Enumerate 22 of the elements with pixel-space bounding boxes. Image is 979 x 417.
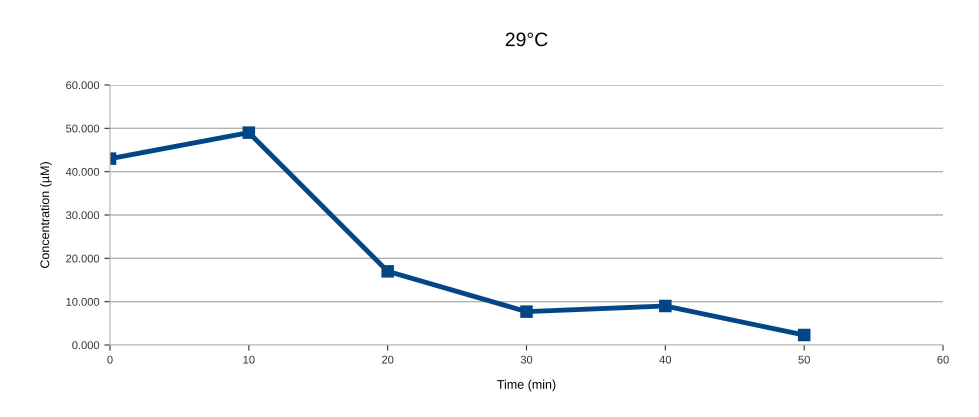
x-axis-title: Time (min) [497, 380, 556, 392]
y-tick-label: 10.000 [66, 298, 100, 306]
y-tick-label: 40.000 [66, 168, 100, 176]
x-tick-label: 0 [107, 356, 113, 364]
chart-title: 29°C [506, 32, 548, 46]
y-tick-label: 20.000 [66, 254, 100, 262]
y-tick-label: 50.000 [66, 124, 100, 132]
x-tick-label: 40 [659, 356, 672, 364]
x-tick-label: 50 [798, 356, 810, 364]
y-axis-title: Concentration (µM) [40, 162, 52, 268]
x-tick-label: 30 [520, 356, 532, 364]
point [242, 126, 256, 139]
y-tick-label: 60.000 [66, 81, 100, 90]
point [659, 300, 672, 312]
x-tick-label: 10 [244, 356, 255, 364]
point [520, 305, 533, 318]
x-tick-label: 20 [382, 356, 394, 364]
y-tick-label: 30.000 [66, 211, 100, 220]
point [381, 265, 394, 278]
point [798, 328, 810, 342]
x-tick-label: 60 [937, 356, 949, 364]
y-tick-label: 0.000 [72, 341, 100, 350]
